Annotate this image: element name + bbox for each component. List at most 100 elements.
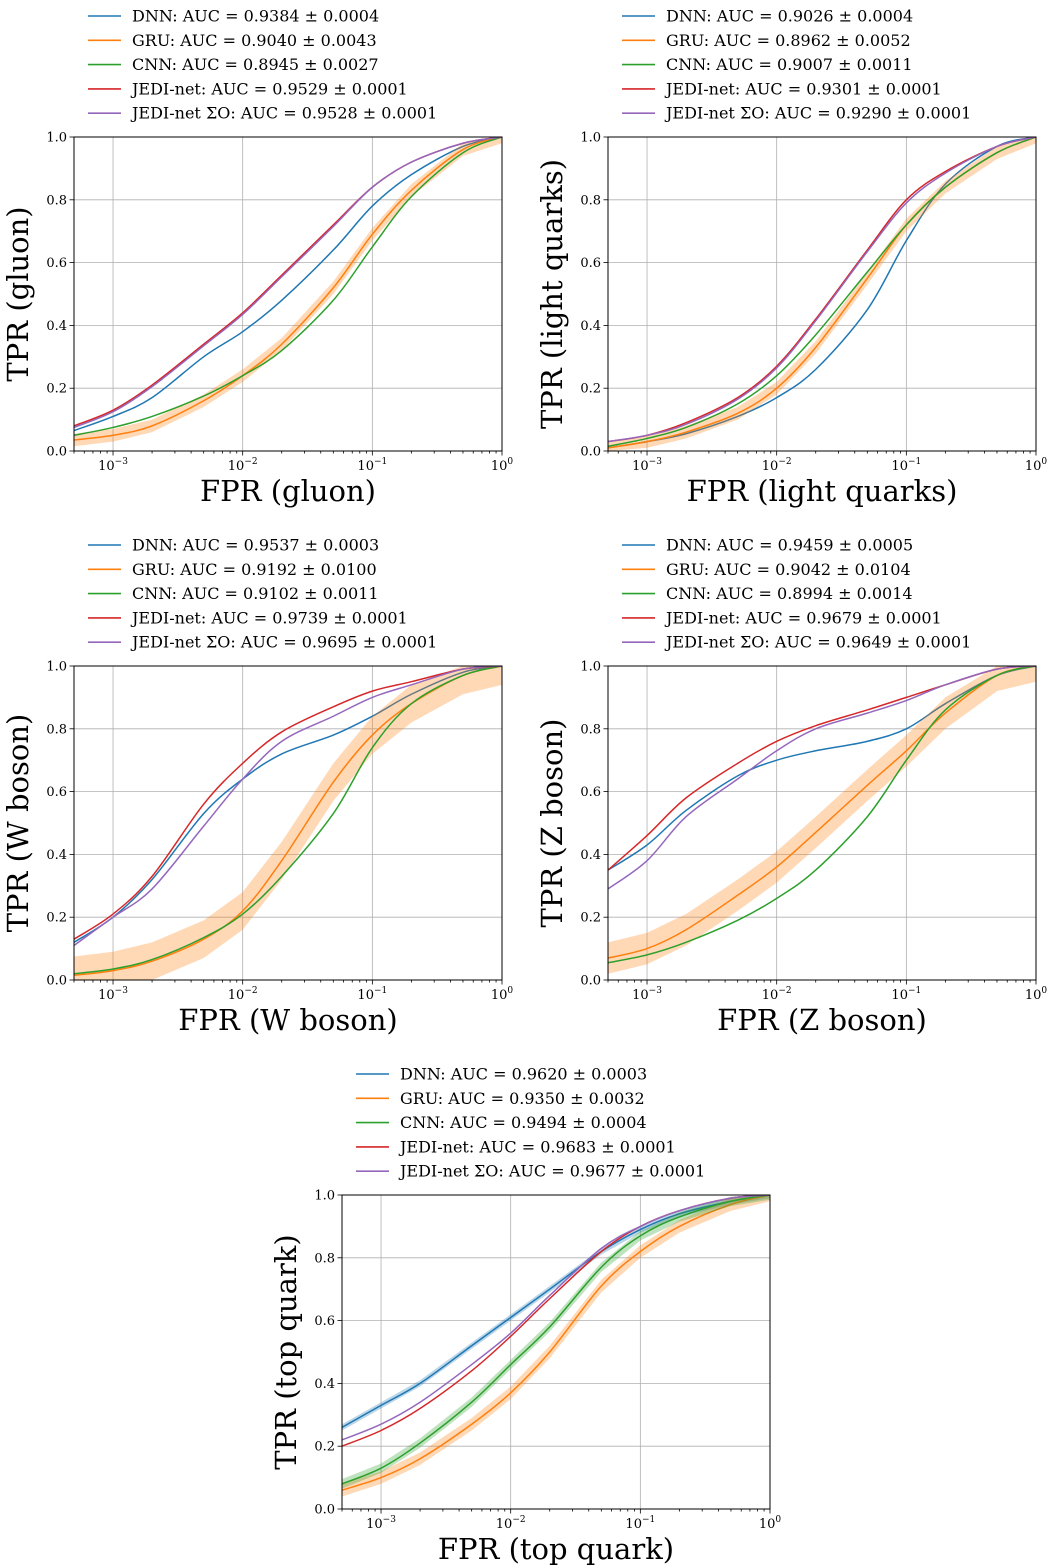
y-tick-label: 1.0: [580, 131, 601, 146]
y-tick-label: 0.6: [46, 256, 67, 271]
roc-curve-dnn: [608, 137, 1036, 449]
x-axis-label: FPR (W boson): [178, 1003, 397, 1037]
x-tick-label: 10−1: [357, 457, 387, 474]
roc-curve-gru: [342, 1195, 770, 1491]
y-tick-label: 0.6: [580, 256, 601, 271]
y-axis-label: TPR (W boson): [1, 714, 35, 933]
y-tick-label: 0.6: [46, 785, 67, 800]
uncertainty-band-gru: [74, 137, 502, 447]
y-tick-label: 0.2: [314, 1440, 335, 1455]
legend-entry: CNN: AUC = 0.9007 ± 0.0011: [666, 55, 913, 74]
legend-entry: GRU: AUC = 0.9192 ± 0.0100: [132, 560, 377, 579]
legend-entry: DNN: AUC = 0.9537 ± 0.0003: [132, 536, 379, 555]
legend-entry: CNN: AUC = 0.9494 ± 0.0004: [400, 1113, 647, 1132]
x-axis-label: FPR (top quark): [438, 1532, 674, 1566]
legend-entry: GRU: AUC = 0.9350 ± 0.0032: [400, 1089, 645, 1108]
y-tick-label: 0.2: [580, 382, 601, 397]
roc-curve-gru: [74, 137, 502, 441]
x-ticks: [73, 451, 503, 456]
x-ticks: [341, 1509, 771, 1514]
legend-entry: DNN: AUC = 0.9026 ± 0.0004: [666, 7, 913, 26]
legend-entry: CNN: AUC = 0.8994 ± 0.0014: [666, 584, 913, 603]
x-ticks: [73, 980, 503, 985]
x-tick-label: 10−3: [632, 986, 662, 1003]
roc-curve-dnn: [342, 1195, 770, 1429]
roc-panel-3: 10−3 10−2 10−1 100 0.0 0.2 0.4 0.6 0.8 1.0 FPR (W …: [1, 536, 513, 1038]
x-tick-label: 100: [759, 1515, 782, 1532]
x-tick-label: 10−1: [891, 457, 921, 474]
x-tick-label: 10−2: [228, 457, 258, 474]
y-tick-label: 0.8: [46, 193, 67, 208]
legend-entry: JEDI-net ΣO: AUC = 0.9677 ± 0.0001: [398, 1162, 705, 1181]
roc-curve-jedi-net-so: [74, 666, 502, 947]
y-tick-label: 0.0: [46, 974, 67, 989]
roc-curve-jedi-net-so: [342, 1195, 770, 1441]
curves: [74, 137, 502, 447]
y-tick-label: 0.2: [46, 382, 67, 397]
x-tick-label: 10−3: [98, 457, 128, 474]
legend-entry: DNN: AUC = 0.9384 ± 0.0004: [132, 7, 379, 26]
legend-entry: JEDI-net: AUC = 0.9739 ± 0.0001: [130, 608, 408, 627]
roc-curve-gru: [608, 137, 1036, 449]
legend: DNN: AUC = 0.9537 ± 0.0003 GRU: AUC = 0.9…: [88, 536, 437, 652]
roc-curve-gru: [74, 666, 502, 977]
roc-curve-cnn: [342, 1195, 770, 1485]
axes-frame: [607, 665, 1037, 981]
y-tick-label: 0.4: [314, 1377, 335, 1392]
y-tick-label: 0.0: [580, 445, 601, 460]
legend-entry: GRU: AUC = 0.8962 ± 0.0052: [666, 31, 911, 50]
roc-curve-cnn: [608, 137, 1036, 448]
grid: [608, 136, 1037, 452]
roc-curve-jedi-net-so: [608, 137, 1036, 443]
roc-curve-jedi-net-so: [74, 137, 502, 429]
uncertainty-band-gru: [608, 137, 1036, 451]
y-tick-label: 1.0: [580, 660, 601, 675]
legend-entry: GRU: AUC = 0.9040 ± 0.0043: [132, 31, 377, 50]
y-tick-label: 0.4: [580, 319, 601, 334]
legend-entry: JEDI-net ΣO: AUC = 0.9528 ± 0.0001: [130, 104, 437, 123]
y-tick-label: 0.8: [580, 722, 601, 737]
legend: DNN: AUC = 0.9026 ± 0.0004 GRU: AUC = 0.8…: [622, 7, 971, 123]
x-tick-label: 100: [1025, 457, 1048, 474]
roc-panel-4: 10−3 10−2 10−1 100 0.0 0.2 0.4 0.6 0.8 1.0 FPR (Z …: [535, 536, 1047, 1038]
x-axis-label: FPR (light quarks): [687, 474, 958, 508]
roc-curve-cnn: [74, 666, 502, 975]
uncertainty-band-dnn: [342, 1195, 770, 1431]
y-tick-label: 0.6: [314, 1314, 335, 1329]
x-tick-label: 10−3: [632, 457, 662, 474]
axes-frame: [607, 136, 1037, 452]
roc-panel-2: 10−3 10−2 10−1 100 0.0 0.2 0.4 0.6 0.8 1.0 FPR (li…: [535, 7, 1047, 509]
legend-entry: CNN: AUC = 0.8945 ± 0.0027: [132, 55, 379, 74]
roc-curve-jedi-net: [608, 137, 1036, 443]
legend-entry: JEDI-net: AUC = 0.9683 ± 0.0001: [398, 1137, 676, 1156]
y-axis-label: TPR (top quark): [269, 1234, 303, 1469]
uncertainty-band-gru: [74, 666, 502, 980]
legend: DNN: AUC = 0.9620 ± 0.0003 GRU: AUC = 0.9…: [356, 1065, 705, 1181]
x-tick-label: 10−3: [366, 1515, 396, 1532]
curves: [608, 137, 1036, 451]
x-tick-label: 100: [1025, 986, 1048, 1003]
x-ticks: [607, 980, 1037, 985]
x-tick-label: 10−1: [891, 986, 921, 1003]
curves: [74, 666, 502, 980]
roc-panel-1: 10−3 10−2 10−1 100 0.0 0.2 0.4 0.6 0.8 1.0 FPR (gl…: [1, 7, 513, 509]
y-tick-label: 1.0: [46, 131, 67, 146]
roc-curve-dnn: [74, 137, 502, 432]
x-tick-label: 10−1: [357, 986, 387, 1003]
x-tick-label: 10−3: [98, 986, 128, 1003]
y-tick-label: 0.2: [580, 911, 601, 926]
legend-entry: DNN: AUC = 0.9459 ± 0.0005: [666, 536, 913, 555]
y-tick-label: 0.4: [46, 319, 67, 334]
roc-curve-jedi-net: [74, 137, 502, 427]
y-tick-label: 0.4: [46, 848, 67, 863]
x-axis-label: FPR (gluon): [200, 474, 376, 508]
x-tick-label: 10−2: [762, 457, 792, 474]
y-axis-label: TPR (light quarks): [535, 159, 569, 429]
y-tick-label: 0.0: [46, 445, 67, 460]
legend-entry: JEDI-net: AUC = 0.9679 ± 0.0001: [664, 608, 942, 627]
y-tick-label: 0.0: [580, 974, 601, 989]
roc-curve-cnn: [74, 137, 502, 437]
y-tick-label: 1.0: [46, 660, 67, 675]
x-axis-label: FPR (Z boson): [717, 1003, 927, 1037]
